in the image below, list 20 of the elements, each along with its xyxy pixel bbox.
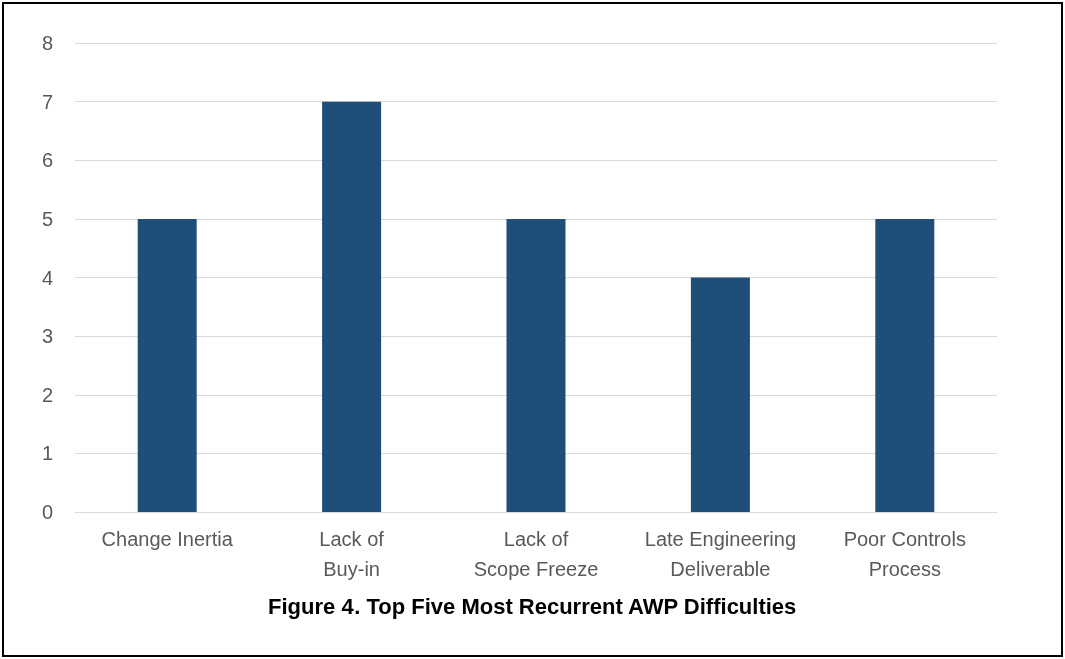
- x-tick-label: Lack of Buy-in: [319, 528, 385, 580]
- y-tick-label: 7: [41, 90, 53, 113]
- text: Figure 4. Top Five Most Recurrent AWP Difficulties: [268, 593, 797, 619]
- y-tick-label: 1: [41, 442, 53, 465]
- bar: [322, 101, 382, 512]
- y-tick-label: 5: [41, 207, 53, 230]
- y-tick-label: 4: [41, 266, 53, 289]
- bar: [875, 218, 935, 512]
- y-tick-label: 0: [41, 501, 53, 523]
- x-tick-label: Late Engineering Deliverable: [644, 528, 797, 580]
- bar: [506, 218, 566, 512]
- x-tick-label: Poor Controls Process: [843, 528, 966, 580]
- y-tick-label: 8: [41, 32, 53, 54]
- y-tick-label: 2: [41, 383, 53, 406]
- x-tick-label: Lack of Scope Freeze: [473, 528, 599, 580]
- y-tick-label: 3: [41, 325, 53, 348]
- x-tick-label: Change Inertia: [101, 528, 234, 550]
- bar: [690, 277, 750, 512]
- y-tick-label: 6: [41, 149, 53, 172]
- bar: [137, 218, 197, 512]
